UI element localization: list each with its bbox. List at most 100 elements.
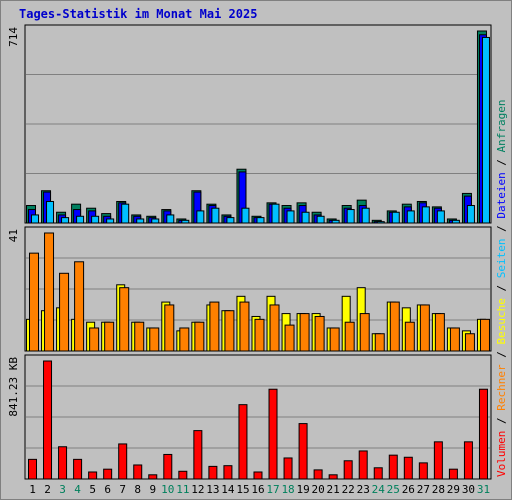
legend: Volumen / Rechner / Besuche / Seiten / D… xyxy=(495,99,508,477)
bar-volumen xyxy=(208,465,218,480)
bar-volumen xyxy=(253,471,263,480)
x-tick-label: 2 xyxy=(44,483,51,496)
bar-rechner xyxy=(239,301,250,352)
legend-separator: / xyxy=(495,152,508,172)
x-tick-label: 8 xyxy=(134,483,141,496)
x-tick-label: 21 xyxy=(327,483,340,496)
bar-rechner xyxy=(59,272,70,352)
chart-title: Tages-Statistik im Monat Mai 2025 xyxy=(19,7,258,21)
x-tick-label: 22 xyxy=(342,483,355,496)
bar-seiten xyxy=(301,211,310,224)
x-tick-label: 18 xyxy=(281,483,294,496)
x-tick-label: 1 xyxy=(29,483,36,496)
legend-separator: / xyxy=(495,278,508,298)
bar-rechner xyxy=(359,313,370,352)
bar-seiten xyxy=(76,215,85,224)
bar-seiten xyxy=(316,215,325,224)
x-tick-label: 7 xyxy=(119,483,126,496)
bar-seiten xyxy=(106,218,115,224)
bar-seiten xyxy=(166,214,175,224)
x-tick-label: 16 xyxy=(251,483,264,496)
bar-volumen xyxy=(223,465,233,480)
bar-volumen xyxy=(358,450,368,480)
legend-separator: / xyxy=(495,411,508,431)
bar-seiten xyxy=(151,218,160,224)
bar-volumen xyxy=(193,430,203,480)
bar-volumen xyxy=(448,468,458,480)
bar-volumen xyxy=(88,471,98,480)
bar-volumen xyxy=(403,456,413,480)
bar-volumen xyxy=(238,404,248,480)
x-tick-label: 24 xyxy=(372,483,386,496)
bar-rechner xyxy=(89,327,100,352)
bar-seiten xyxy=(346,209,355,224)
x-tick-label: 12 xyxy=(191,483,204,496)
x-tick-label: 13 xyxy=(206,483,219,496)
bar-volumen xyxy=(58,446,68,480)
x-tick-label: 26 xyxy=(402,483,415,496)
x-tick-label: 30 xyxy=(462,483,475,496)
legend-item: Volumen xyxy=(495,431,508,477)
bar-rechner xyxy=(29,252,39,352)
bar-volumen xyxy=(73,458,83,480)
bar-seiten xyxy=(241,207,250,224)
bar-seiten xyxy=(286,210,295,224)
bar-volumen xyxy=(133,464,143,480)
bar-volumen xyxy=(478,388,488,480)
bar-rechner xyxy=(314,315,325,352)
legend-separator: / xyxy=(495,345,508,365)
bar-volumen xyxy=(28,458,37,480)
bar-seiten xyxy=(121,203,130,224)
bar-seiten xyxy=(331,219,340,224)
bar-volumen xyxy=(418,462,428,480)
bar-rechner xyxy=(224,310,235,352)
bar-volumen xyxy=(313,469,323,480)
bar-seiten xyxy=(226,217,235,224)
x-tick-label: 31 xyxy=(477,483,490,496)
bar-seiten xyxy=(406,210,415,224)
x-tick-label: 9 xyxy=(149,483,156,496)
bar-seiten xyxy=(361,207,370,224)
bar-volumen xyxy=(463,441,473,480)
bar-rechner xyxy=(404,321,415,352)
bar-volumen xyxy=(178,470,188,480)
bar-volumen xyxy=(43,360,53,480)
bar-volumen xyxy=(148,474,158,480)
bar-seiten xyxy=(376,221,385,224)
bar-seiten xyxy=(211,207,220,224)
y-max-label: 841.23 KB xyxy=(7,357,20,417)
x-tick-label: 11 xyxy=(176,483,189,496)
bar-seiten xyxy=(271,203,280,224)
bar-rechner xyxy=(104,321,115,352)
bar-rechner xyxy=(479,318,490,352)
x-tick-label: 17 xyxy=(266,483,279,496)
bar-rechner xyxy=(329,327,340,352)
x-tick-label: 6 xyxy=(104,483,111,496)
x-tick-label: 5 xyxy=(89,483,96,496)
legend-item: Rechner xyxy=(495,364,508,411)
bar-seiten xyxy=(136,218,145,224)
x-tick-label: 23 xyxy=(357,483,370,496)
bar-rechner xyxy=(449,327,460,352)
legend-item: Seiten xyxy=(495,239,508,279)
bar-seiten xyxy=(256,217,265,224)
bar-rechner xyxy=(74,261,85,352)
bar-rechner xyxy=(149,327,160,352)
y-max-label: 714 xyxy=(7,27,20,47)
bar-seiten xyxy=(391,211,400,224)
bar-seiten xyxy=(481,36,490,224)
x-tick-label: 3 xyxy=(59,483,66,496)
bar-seiten xyxy=(181,219,190,224)
bar-volumen xyxy=(373,467,383,480)
x-tick-label: 19 xyxy=(296,483,309,496)
bar-seiten xyxy=(466,205,475,224)
x-tick-label: 20 xyxy=(312,483,325,496)
x-tick-label: 27 xyxy=(417,483,430,496)
y-max-label: 41 xyxy=(7,229,20,242)
bar-volumen xyxy=(118,443,128,480)
legend-item: Anfragen xyxy=(495,99,508,152)
bar-seiten xyxy=(61,217,70,224)
bar-rechner xyxy=(389,301,400,352)
bar-rechner xyxy=(419,304,430,352)
